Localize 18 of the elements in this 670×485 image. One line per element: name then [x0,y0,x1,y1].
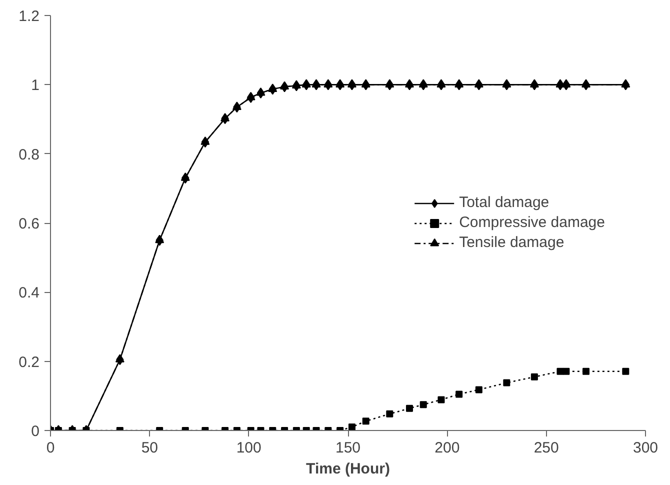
legend-label: Total damage [459,194,550,211]
x-tick-label: 200 [434,440,460,456]
x-tick-label: 100 [236,440,262,456]
y-tick-label: 0.2 [18,354,40,371]
legend-label: Tensile damage [459,234,564,251]
y-tick-label: 0.8 [18,146,40,164]
x-tick-label: 0 [46,440,55,456]
legend-label: Compressive damage [459,214,605,231]
x-tick-label: 300 [632,440,658,456]
x-tick-label: 50 [141,440,158,456]
x-tick-label: 150 [335,440,361,456]
y-tick-label: 0 [31,423,40,440]
y-tick-label: 1.2 [18,8,40,25]
x-axis-title: Time (Hour) [306,460,390,478]
x-tick-label: 250 [534,440,559,456]
y-tick-label: 1 [31,77,40,94]
y-tick-label: 0.4 [18,284,40,302]
y-tick-label: 0.6 [18,216,40,232]
